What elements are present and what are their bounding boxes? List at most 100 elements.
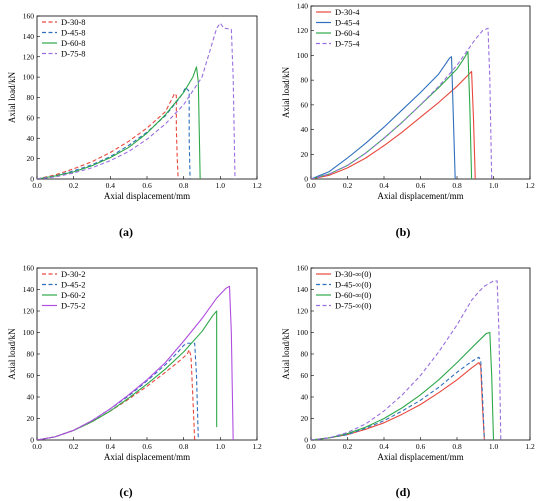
chart-panel-1: 0.0 0.2 0.4 0.6 0.8 1.0 1.2 0 20 40 60 80 100 120 140 1…	[7, 12, 262, 240]
y-tick-label: 20	[27, 414, 35, 423]
y-tick-label: 80	[27, 350, 35, 359]
y-tick-label: 160	[23, 264, 35, 273]
x-axis-title: Axial displacement/mm	[377, 191, 463, 201]
y-tick-label: 140	[297, 2, 309, 11]
y-tick-label: 100	[23, 328, 35, 337]
panel-label: (b)	[396, 225, 411, 239]
y-tick-label: 20	[301, 414, 309, 423]
series-line-1	[311, 362, 485, 440]
y-tick-label: 80	[301, 350, 309, 359]
legend-entry: D-75-2	[61, 301, 86, 311]
series-line-3	[37, 66, 201, 179]
x-tick-label: 1.2	[525, 442, 535, 451]
y-axis-title: Axial load/kN	[7, 71, 17, 123]
series-line-3	[311, 331, 495, 440]
x-tick-label: 1.2	[252, 442, 262, 451]
legend-entry: D-45-8	[61, 28, 86, 38]
series-group	[311, 27, 493, 179]
x-tick-label: 0.0	[32, 442, 42, 451]
x-tick-label: 0.6	[416, 442, 426, 451]
legend: D-30-8D-45-8D-60-8D-75-8	[42, 17, 86, 59]
y-tick-label: 40	[301, 393, 309, 402]
legend-entry: D-45-4	[335, 18, 360, 28]
y-axis-title: Axial load/kN	[7, 328, 17, 380]
legend-entry: D-45-2	[61, 280, 86, 290]
y-tick-label: 0	[30, 175, 34, 184]
legend-entry: D-30-8	[61, 17, 86, 27]
x-tick-label: 0.6	[416, 181, 426, 190]
y-tick-label: 120	[23, 307, 35, 316]
legend-entry: D-75-8	[61, 49, 86, 59]
series-line-3	[311, 51, 473, 179]
panel-label: (c)	[119, 485, 132, 499]
legend: D-30-2D-45-2D-60-2D-75-2	[42, 269, 86, 311]
series-line-2	[311, 56, 456, 179]
x-tick-label: 0.0	[306, 181, 316, 190]
x-tick-label: 0.8	[452, 442, 462, 451]
series-group	[37, 285, 234, 440]
x-axis-title: Axial displacement/mm	[104, 191, 190, 201]
series-line-3	[37, 310, 218, 440]
y-tick-label: 40	[27, 134, 35, 143]
y-tick-label: 100	[23, 73, 35, 82]
x-tick-label: 0.6	[142, 442, 152, 451]
series-line-4	[311, 27, 493, 179]
series-group	[311, 280, 502, 440]
x-tick-label: 1.0	[216, 442, 226, 451]
series-line-2	[37, 342, 199, 440]
legend-entry: D-30-∞(0)	[335, 269, 371, 279]
x-tick-label: 0.4	[379, 442, 389, 451]
legend-entry: D-75-∞(0)	[335, 301, 371, 311]
x-tick-label: 0.6	[142, 181, 152, 190]
legend-entry: D-30-2	[61, 269, 86, 279]
y-axis-title: Axial load/kN	[281, 66, 291, 118]
y-tick-label: 120	[23, 52, 35, 61]
legend-entry: D-60-8	[61, 38, 86, 48]
chart-panel-4: 0.0 0.2 0.4 0.6 0.8 1.0 1.2 0 20 40 60 80 100 120 140 1…	[281, 264, 535, 500]
x-tick-label: 1.0	[489, 181, 499, 190]
x-tick-label: 0.0	[32, 181, 42, 190]
y-tick-label: 60	[301, 100, 309, 109]
y-tick-label: 140	[23, 32, 35, 41]
x-tick-label: 0.2	[343, 181, 353, 190]
y-tick-label: 140	[297, 285, 309, 294]
y-tick-label: 60	[301, 371, 309, 380]
y-tick-label: 60	[27, 113, 35, 122]
legend-entry: D-75-4	[335, 39, 360, 49]
x-axis-title: Axial displacement/mm	[104, 452, 190, 462]
x-tick-label: 1.2	[252, 181, 262, 190]
x-tick-label: 0.4	[106, 181, 116, 190]
legend-entry: D-60-4	[335, 28, 360, 38]
x-axis-title: Axial displacement/mm	[377, 452, 463, 462]
series-line-4	[37, 22, 236, 179]
x-tick-label: 0.2	[343, 442, 353, 451]
y-tick-label: 100	[297, 328, 309, 337]
y-tick-label: 120	[297, 307, 309, 316]
y-tick-label: 160	[297, 264, 309, 273]
series-line-4	[37, 285, 234, 440]
chart-panel-2: 0.0 0.2 0.4 0.6 0.8 1.0 1.2 0 20 40 60 80 100 120 140 A…	[281, 2, 535, 240]
y-tick-label: 0	[304, 175, 308, 184]
x-tick-label: 1.0	[216, 181, 226, 190]
y-axis-title: Axial load/kN	[281, 328, 291, 380]
series-line-4	[311, 280, 502, 440]
y-tick-label: 140	[23, 285, 35, 294]
y-tick-label: 0	[304, 436, 308, 445]
series-line-1	[37, 92, 179, 179]
y-tick-label: 80	[301, 76, 309, 85]
legend-entry: D-60-2	[61, 290, 86, 300]
series-line-2	[37, 86, 191, 179]
x-tick-label: 0.8	[179, 442, 189, 451]
x-tick-label: 1.2	[525, 181, 535, 190]
legend-entry: D-45-∞(0)	[335, 280, 371, 290]
x-tick-label: 0.8	[179, 181, 189, 190]
y-tick-label: 160	[23, 12, 35, 21]
chart-panel-3: 0.0 0.2 0.4 0.6 0.8 1.0 1.2 0 20 40 60 80 100 120 140 1…	[7, 264, 262, 500]
series-group	[37, 22, 236, 179]
y-tick-label: 20	[301, 150, 309, 159]
x-tick-label: 0.4	[379, 181, 389, 190]
y-tick-label: 120	[297, 26, 309, 35]
legend-entry: D-60-∞(0)	[335, 290, 371, 300]
panel-label: (d)	[396, 485, 411, 499]
